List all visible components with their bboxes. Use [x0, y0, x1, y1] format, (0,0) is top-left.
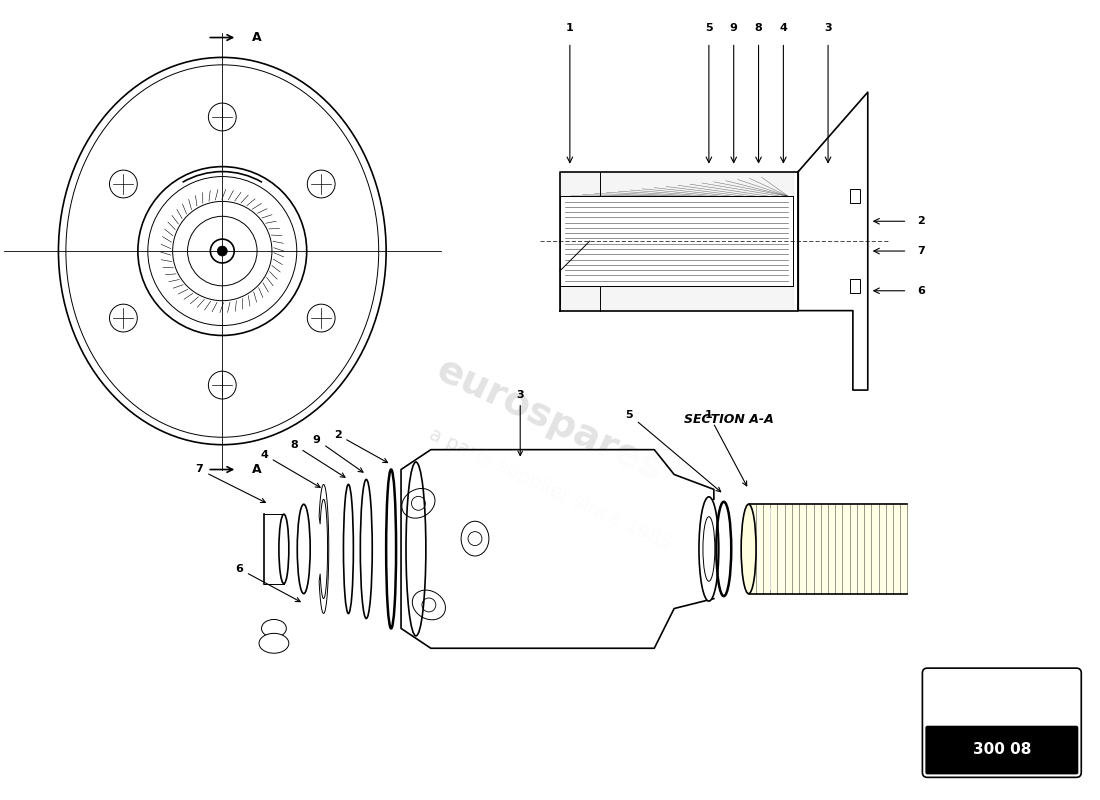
Text: 3: 3: [824, 22, 832, 33]
Polygon shape: [402, 450, 714, 648]
Ellipse shape: [262, 619, 286, 638]
Bar: [560, 197, 793, 286]
Text: 6: 6: [917, 286, 925, 296]
Ellipse shape: [406, 462, 426, 636]
Text: 8: 8: [290, 440, 345, 478]
Text: 9: 9: [729, 22, 738, 33]
Text: 9: 9: [312, 434, 363, 472]
Text: 1: 1: [705, 410, 747, 486]
Text: a parts supplier since 1985: a parts supplier since 1985: [426, 425, 674, 554]
Circle shape: [218, 246, 228, 256]
Text: eurospares: eurospares: [431, 350, 669, 489]
Ellipse shape: [258, 634, 289, 654]
Text: 8: 8: [755, 22, 762, 33]
Text: 7: 7: [917, 246, 925, 256]
Text: SECTION A-A: SECTION A-A: [684, 414, 773, 426]
Ellipse shape: [741, 504, 756, 594]
Text: 1: 1: [566, 22, 574, 33]
Text: 4: 4: [260, 450, 320, 487]
Ellipse shape: [279, 514, 289, 584]
Polygon shape: [319, 485, 329, 614]
Text: 300 08: 300 08: [972, 742, 1031, 757]
Text: 3: 3: [516, 390, 524, 455]
Text: 5: 5: [626, 410, 720, 492]
FancyBboxPatch shape: [923, 668, 1081, 778]
Text: 2: 2: [333, 430, 387, 462]
FancyBboxPatch shape: [925, 726, 1078, 774]
Text: 7: 7: [196, 465, 265, 502]
Bar: [850, 279, 860, 293]
Text: 5: 5: [705, 22, 713, 33]
Bar: [850, 190, 860, 203]
Text: A: A: [252, 31, 262, 44]
Text: 2: 2: [917, 216, 925, 226]
Text: A: A: [252, 463, 262, 476]
Text: 4: 4: [780, 22, 788, 33]
Text: 6: 6: [235, 564, 300, 602]
Ellipse shape: [698, 497, 718, 601]
